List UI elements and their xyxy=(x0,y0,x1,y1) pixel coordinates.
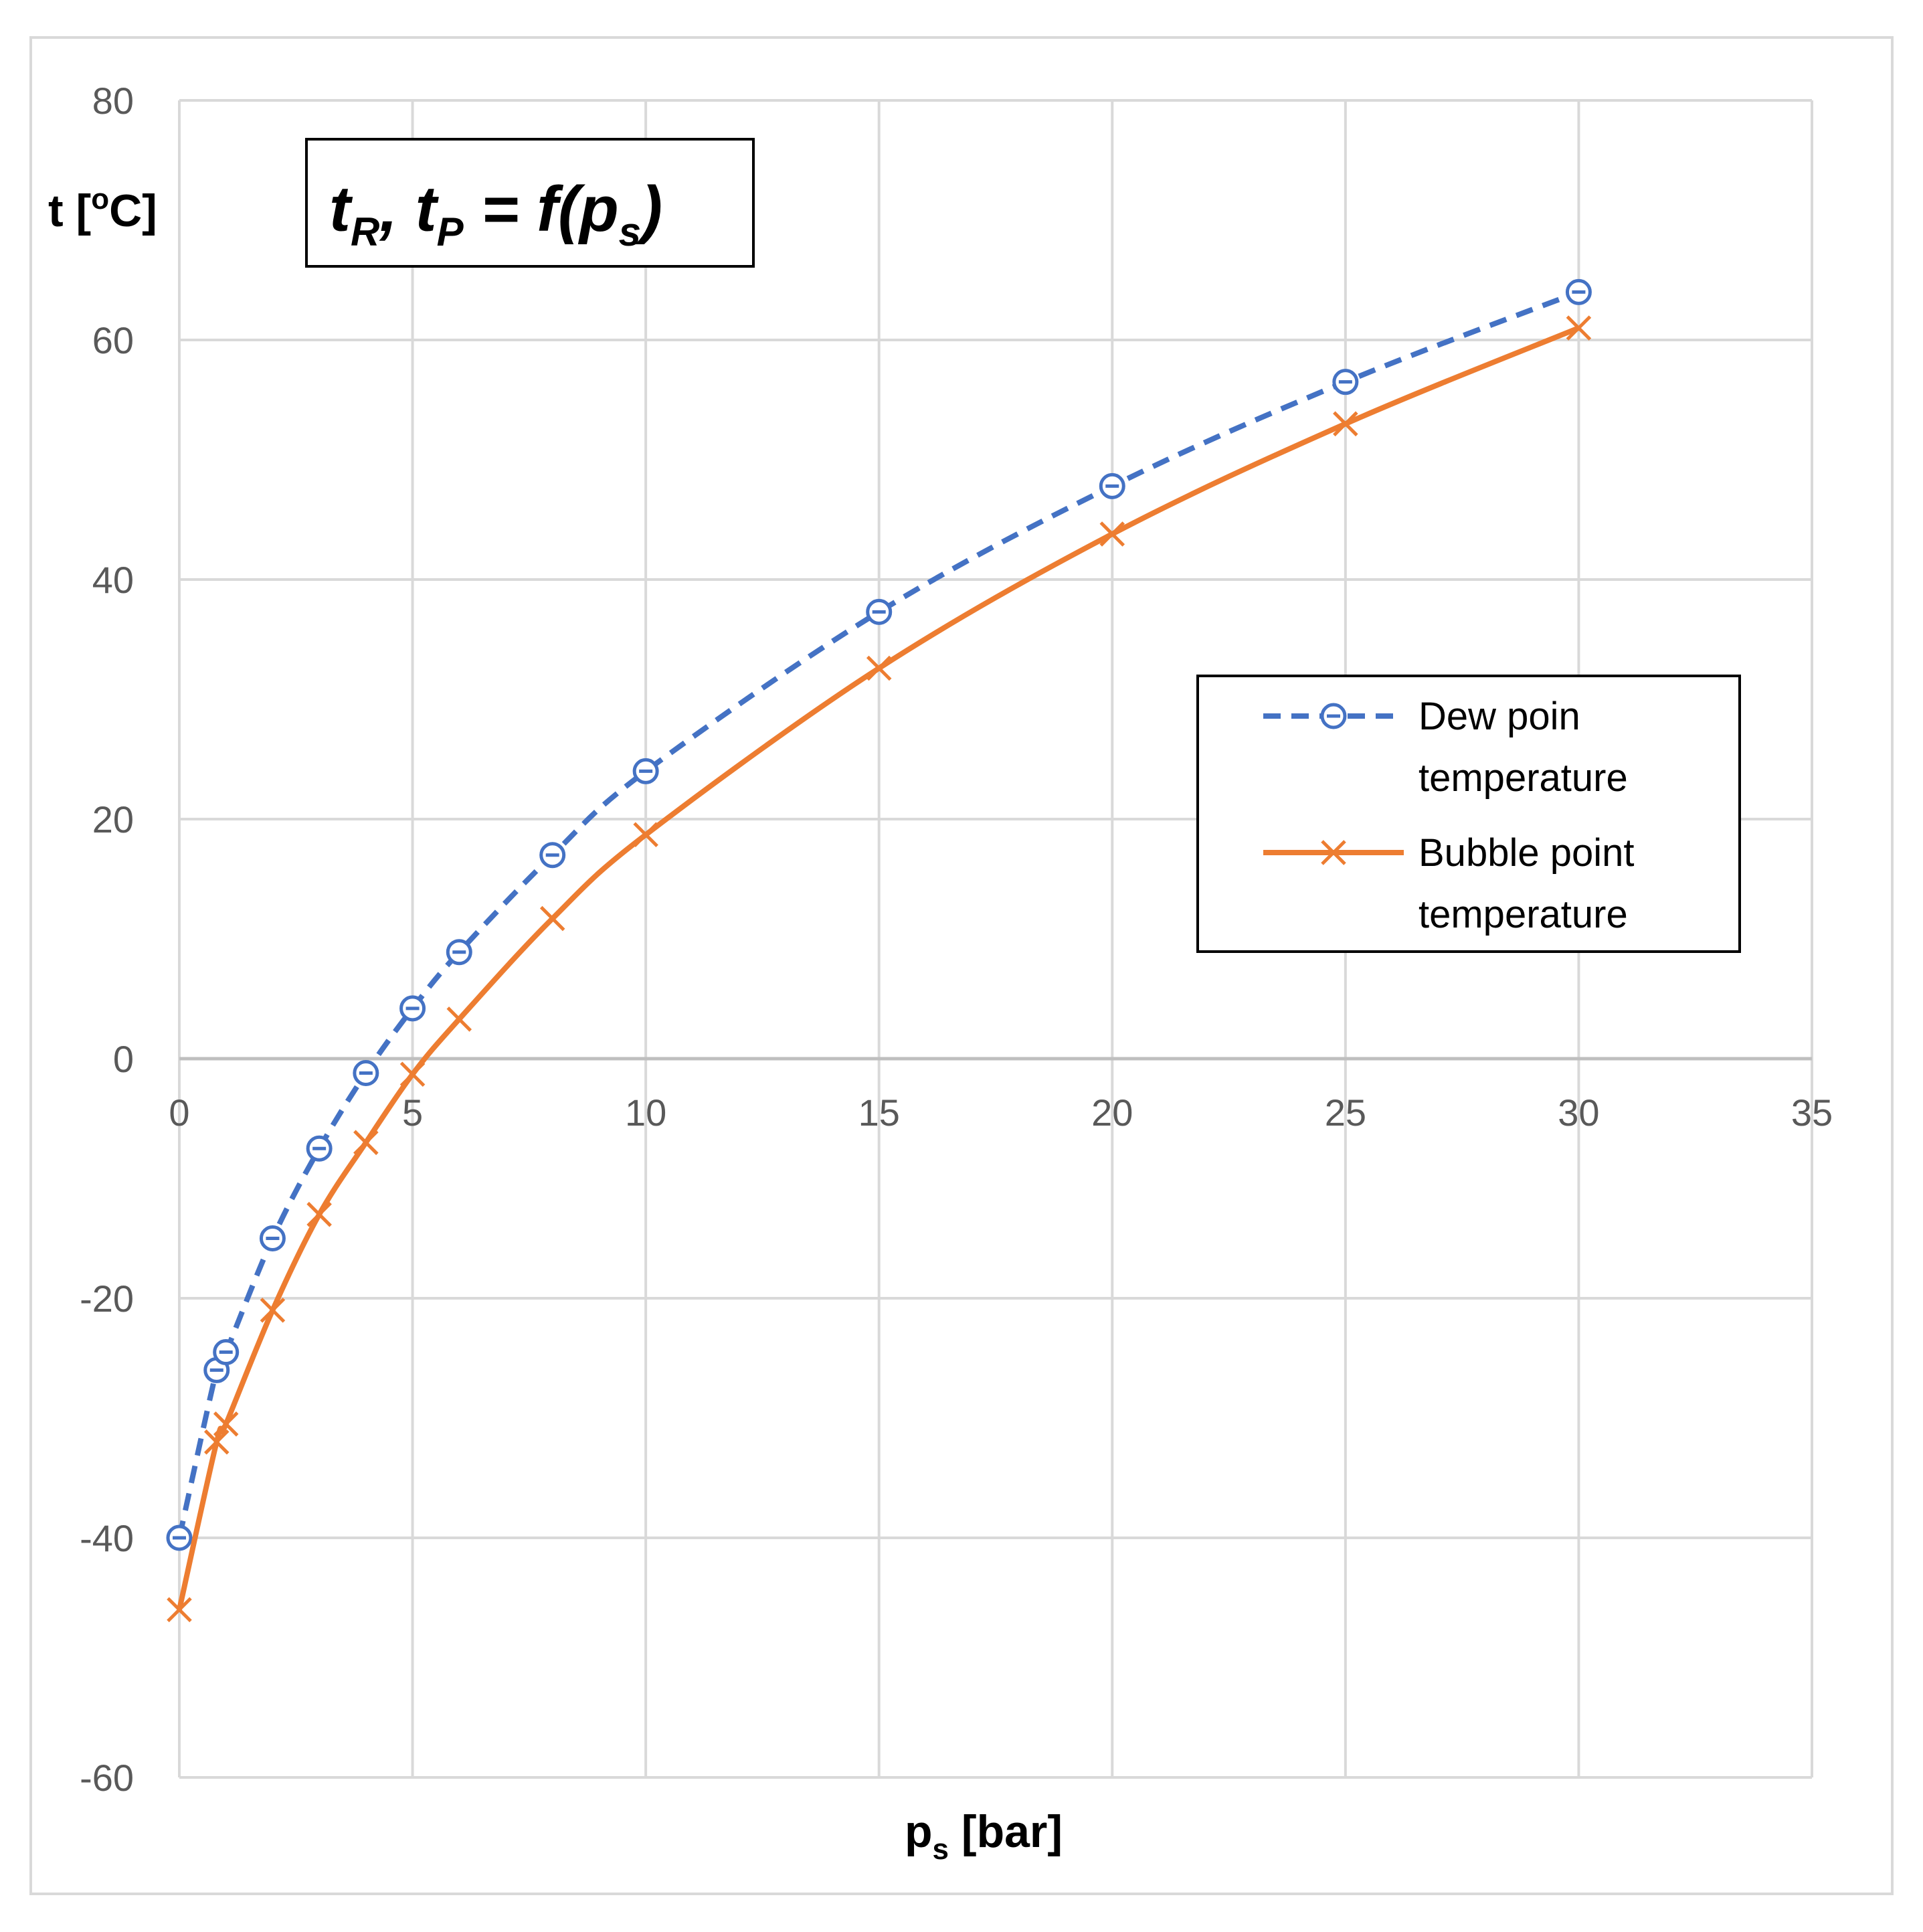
x-tick-label: 10 xyxy=(625,1091,666,1134)
chart-title-box: tR, tP = f(ps) xyxy=(305,138,755,268)
tick-labels: 0 5 10 15 20 25 30 35 -60 -40 -20 0 20 40 60 80 xyxy=(80,80,1833,1799)
legend-item-bubble: Bubble point temperature xyxy=(1263,831,1634,936)
series-bubble xyxy=(167,315,1592,1623)
data-point-bubble xyxy=(633,822,658,848)
y-tick-label: 80 xyxy=(92,80,134,122)
data-point-dew xyxy=(1332,369,1359,396)
data-point-dew xyxy=(399,995,426,1022)
legend-item-dew: Dew poin temperature xyxy=(1263,695,1628,800)
data-point-dew xyxy=(1099,472,1125,499)
x-tick-label: 0 xyxy=(169,1091,189,1134)
series-dew xyxy=(166,278,1592,1551)
y-tick-label: 40 xyxy=(92,559,134,601)
data-point-dew xyxy=(446,939,472,966)
legend: Dew poin temperature Bubble point temper… xyxy=(1196,675,1741,953)
x-tick-label: 35 xyxy=(1791,1091,1833,1134)
data-point-bubble xyxy=(1099,521,1125,547)
y-tick-label: 20 xyxy=(92,798,134,841)
legend-label-bubble-1: Bubble point xyxy=(1418,831,1634,875)
data-point-bubble xyxy=(306,1201,332,1227)
data-point-bubble xyxy=(446,1006,472,1032)
y-tick-label: 0 xyxy=(113,1038,134,1080)
data-point-bubble xyxy=(399,1061,426,1087)
y-tick-label: -20 xyxy=(80,1278,134,1320)
series-line-dew xyxy=(177,289,1580,1539)
data-point-bubble xyxy=(353,1130,379,1156)
data-point-dew xyxy=(866,598,893,625)
series-layer xyxy=(166,278,1592,1623)
x-tick-label: 15 xyxy=(858,1091,900,1134)
y-tick-label: -40 xyxy=(80,1517,134,1559)
chart-title: tR, tP = f(ps) xyxy=(329,173,662,254)
x-tick-label: 30 xyxy=(1558,1091,1599,1134)
y-tick-label: 60 xyxy=(92,319,134,361)
data-point-dew xyxy=(259,1225,286,1251)
x-axis-title: ps [bar] xyxy=(905,1806,1063,1866)
data-point-bubble xyxy=(1333,411,1358,437)
series-line-bubble xyxy=(177,325,1580,1611)
y-tick-label: -60 xyxy=(80,1757,134,1799)
data-point-bubble xyxy=(866,655,892,681)
legend-marker-dew xyxy=(1320,703,1347,729)
data-point-bubble xyxy=(1566,315,1592,341)
data-point-dew xyxy=(353,1059,379,1086)
data-point-bubble xyxy=(204,1429,230,1455)
legend-marker-bubble xyxy=(1321,840,1346,865)
grid xyxy=(178,99,1813,1779)
legend-label-dew-2: temperature xyxy=(1418,756,1628,800)
data-point-dew xyxy=(1565,278,1592,305)
data-point-dew xyxy=(306,1135,333,1162)
data-point-dew xyxy=(213,1339,240,1366)
data-point-bubble xyxy=(539,905,565,932)
data-point-bubble xyxy=(213,1411,239,1437)
x-tick-label: 5 xyxy=(402,1091,423,1134)
data-point-dew xyxy=(632,758,659,784)
y-axis-title: t [oC] xyxy=(48,183,157,236)
x-tick-label: 25 xyxy=(1325,1091,1366,1134)
data-point-bubble xyxy=(167,1597,192,1623)
data-point-bubble xyxy=(260,1298,286,1323)
chart-frame xyxy=(29,36,1894,1895)
data-point-dew xyxy=(166,1524,193,1551)
x-tick-label: 20 xyxy=(1091,1091,1133,1134)
legend-label-dew-1: Dew poin xyxy=(1418,695,1580,738)
legend-label-bubble-2: temperature xyxy=(1418,893,1628,936)
data-point-dew xyxy=(539,842,566,869)
legend-box xyxy=(1196,675,1741,953)
